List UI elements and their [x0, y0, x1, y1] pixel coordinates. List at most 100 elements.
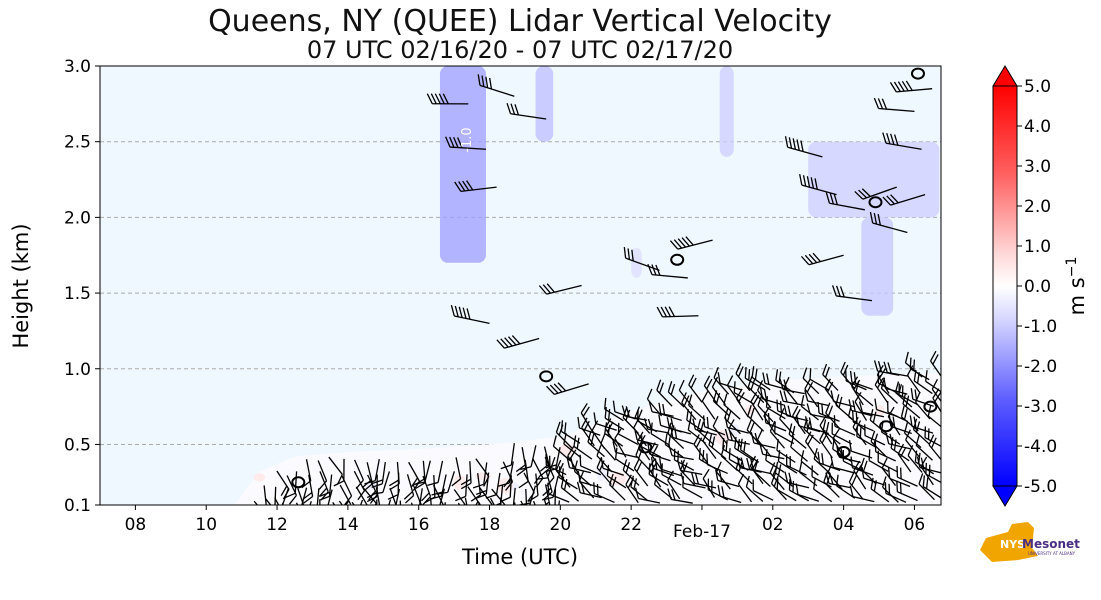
wind-barb-flag — [458, 503, 466, 505]
wind-barb-flag — [769, 420, 776, 432]
wind-barb — [849, 370, 873, 390]
wind-barb-flag — [691, 472, 696, 484]
wind-barb-staff — [829, 202, 865, 211]
wind-barb-staff — [489, 497, 502, 505]
wind-barb-flag — [660, 306, 668, 318]
wind-barb-flag — [757, 394, 763, 406]
wind-barb-flag — [496, 339, 505, 349]
wind-barb — [573, 435, 593, 460]
wind-barb — [451, 457, 462, 487]
wind-barb-flag — [887, 467, 891, 479]
wind-barb-flag — [849, 485, 854, 497]
wind-barb-flag — [673, 239, 683, 249]
wind-barb-flag — [920, 457, 925, 469]
colorbar-tick-label: 5.0 — [1024, 77, 1051, 97]
wind-barb — [706, 453, 728, 475]
wind-barb-flag — [432, 523, 443, 529]
wind-barb-flag — [656, 379, 662, 391]
wind-barb-flag — [542, 487, 552, 497]
wind-barb — [916, 456, 941, 474]
wind-barb-flag — [517, 511, 527, 516]
wind-barb-flag — [372, 479, 384, 485]
wind-barb — [800, 450, 819, 476]
wind-barb-flag — [671, 489, 676, 501]
wind-barb-flag — [257, 507, 267, 513]
wind-barb — [560, 476, 580, 502]
wind-barb — [903, 422, 922, 449]
colorbar-tick-label: 4.0 — [1024, 117, 1051, 137]
wind-barb-flag — [858, 189, 868, 199]
wind-barb — [600, 433, 616, 461]
wind-barb-staff — [546, 284, 582, 295]
wind-barb-flag — [664, 433, 668, 445]
wind-barb-flag — [511, 335, 521, 345]
wind-barb-flag — [445, 136, 451, 148]
wind-barb — [436, 471, 455, 495]
wind-barb-staff — [819, 425, 833, 445]
wind-barb — [795, 483, 820, 502]
wind-barb — [546, 382, 589, 395]
wind-barb — [517, 488, 528, 516]
wind-barb-staff — [650, 433, 671, 446]
wind-barb-staff — [833, 466, 855, 474]
wind-barb-flag — [839, 286, 845, 298]
wind-barb — [676, 459, 703, 475]
wind-barb-flag — [800, 255, 810, 266]
wind-barb-flag — [366, 495, 378, 503]
wind-barb-staff — [535, 473, 539, 496]
wind-barb-flag — [673, 448, 676, 460]
velocity-patch — [453, 474, 466, 491]
wind-barb-flag — [717, 485, 721, 497]
wind-barb — [253, 500, 269, 505]
wind-barb-flag — [754, 368, 758, 380]
wind-barb-staff — [843, 460, 864, 472]
wind-barb-flag — [726, 410, 732, 422]
wind-barb — [680, 472, 706, 489]
wind-barb — [558, 466, 578, 490]
wind-barb — [922, 475, 941, 499]
wind-barb-staff — [530, 445, 537, 467]
wind-barb — [506, 102, 547, 120]
wind-barb-staff — [915, 401, 931, 420]
x-tick-label: 22 — [620, 515, 642, 535]
wind-barb-flag — [784, 136, 789, 148]
wind-barb-staff — [483, 462, 488, 485]
wind-barb-flag — [785, 454, 788, 466]
wind-barb-flag — [280, 485, 288, 497]
wind-barb-flag — [899, 482, 902, 494]
wind-barb — [600, 457, 624, 476]
wind-barb-flag — [740, 457, 745, 469]
wind-barb — [701, 391, 716, 420]
wind-barb-flag — [587, 431, 592, 443]
wind-barb-staff — [711, 386, 726, 406]
wind-barb-flag — [724, 428, 729, 440]
wind-barb-flag — [787, 405, 792, 417]
wind-barb-flag — [490, 506, 500, 512]
wind-barb-flag — [864, 424, 866, 436]
wind-barb-flag — [737, 473, 745, 485]
wind-barb — [854, 186, 897, 200]
wind-barb — [544, 487, 557, 505]
wind-barb-staff — [813, 458, 831, 475]
wind-barb-staff — [810, 413, 832, 420]
wind-barb-flag — [515, 464, 526, 473]
wind-barb — [830, 456, 855, 474]
wind-barb-flag — [582, 406, 590, 417]
wind-barb-flag — [560, 420, 564, 432]
wind-barb — [489, 497, 502, 505]
logo-secondary-text: Mesonet — [1022, 537, 1080, 551]
wind-barb-flag — [316, 508, 327, 515]
wind-barb-staff — [638, 497, 661, 504]
wind-barb-flag — [915, 421, 921, 433]
wind-barb-flag — [668, 444, 673, 456]
wind-barb-staff — [907, 455, 923, 473]
wind-barb-flag — [295, 519, 306, 528]
wind-barb-flag — [898, 383, 900, 395]
wind-barb-flag — [916, 456, 921, 468]
wind-barb-flag — [779, 378, 784, 390]
wind-barb-flag — [766, 373, 770, 385]
wind-barb-flag — [388, 509, 399, 517]
wind-barb-flag — [887, 362, 892, 374]
wind-barb-flag — [920, 456, 928, 467]
